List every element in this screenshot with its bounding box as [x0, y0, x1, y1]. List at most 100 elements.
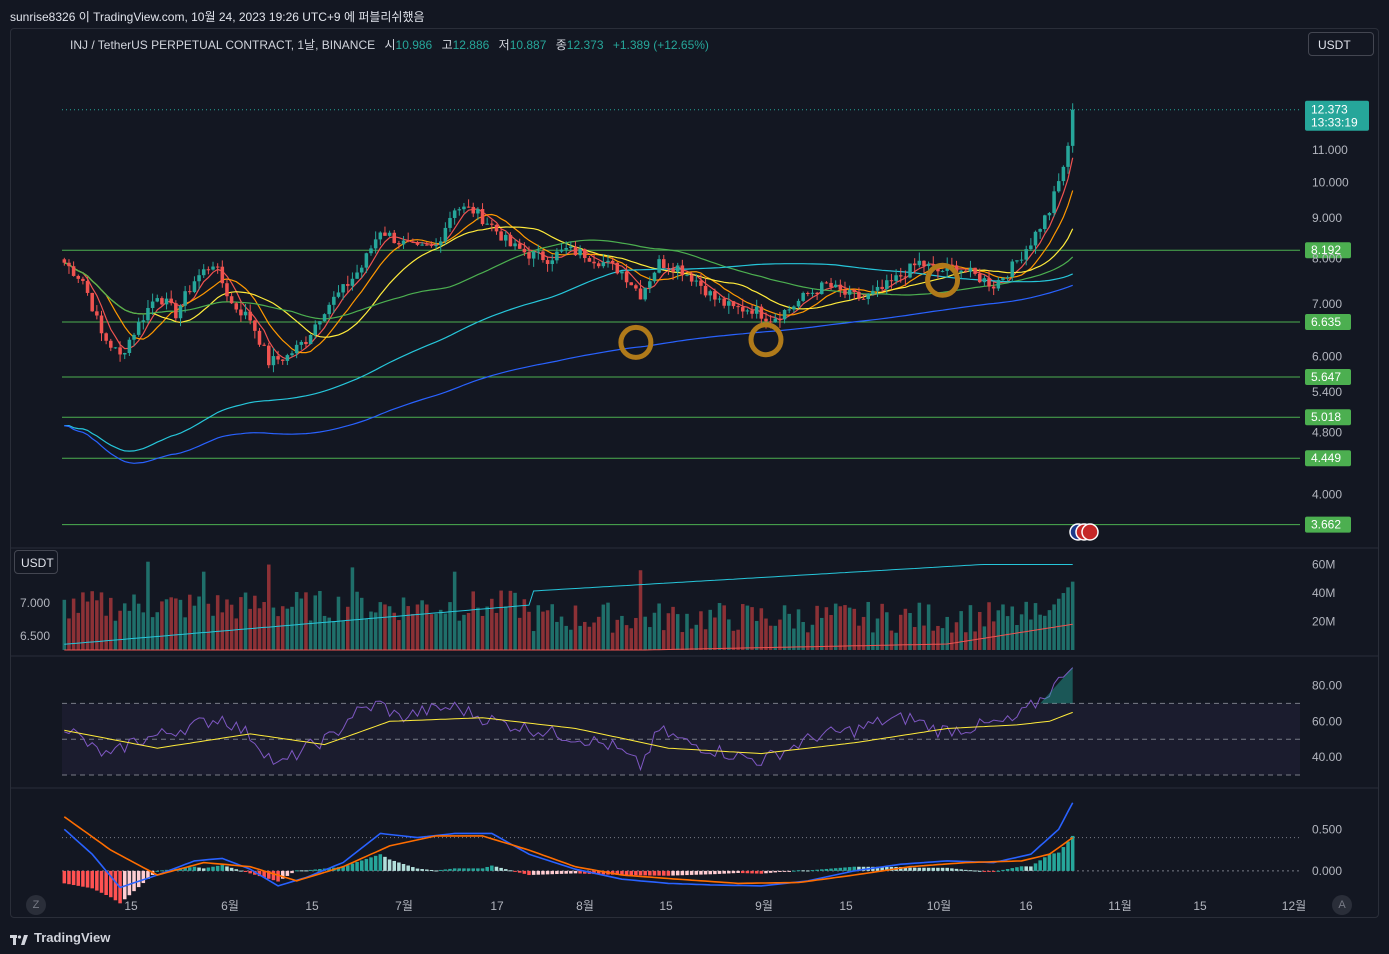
- volume-bar: [950, 632, 954, 650]
- volume-bar: [801, 622, 805, 650]
- volume-bar: [415, 604, 420, 650]
- candle-body: [169, 298, 173, 304]
- candle-body: [164, 298, 169, 305]
- candle-body: [908, 263, 912, 278]
- candle-body: [1043, 215, 1047, 230]
- candle-body: [81, 278, 85, 281]
- macd-histogram-bar: [940, 867, 945, 871]
- volume-bar: [67, 618, 71, 650]
- volume-bar: [578, 625, 582, 650]
- candle-body: [713, 291, 717, 300]
- volume-bar: [336, 596, 341, 650]
- candle-body: [350, 278, 355, 286]
- candle-body: [253, 320, 257, 331]
- volume-bar: [991, 621, 996, 650]
- macd-histogram-bar: [624, 870, 629, 876]
- macd-histogram-bar: [1029, 866, 1033, 871]
- macd-histogram-bar: [438, 869, 443, 871]
- volume-bar: [192, 605, 197, 650]
- candle-body: [136, 321, 141, 335]
- high-label: 고: [441, 38, 453, 52]
- candle-body: [192, 281, 197, 293]
- volume-bar: [973, 631, 977, 650]
- candle-body: [341, 284, 345, 293]
- macd-histogram-bar: [578, 870, 582, 874]
- macd-histogram-bar: [1056, 852, 1061, 871]
- currency-button[interactable]: USDT: [1308, 32, 1374, 56]
- candle-body: [243, 311, 248, 316]
- volume-bar: [411, 613, 415, 650]
- volume-bar: [787, 613, 791, 650]
- macd-histogram-bar: [62, 870, 67, 884]
- candle-body: [652, 272, 657, 282]
- candle-body: [1061, 166, 1066, 182]
- macd-histogram-bar: [764, 870, 768, 874]
- scale-a-button[interactable]: A: [1332, 895, 1352, 915]
- support-price-label: 5.647: [1311, 370, 1341, 384]
- macd-histogram-bar: [959, 869, 963, 871]
- macd-histogram-bar: [806, 870, 810, 872]
- time-axis-tick: 8월: [576, 899, 594, 913]
- support-price-label: 8.192: [1311, 243, 1341, 257]
- macd-histogram-bar: [912, 867, 917, 871]
- macd-histogram-bar: [127, 870, 132, 896]
- macd-histogram-bar: [713, 870, 717, 875]
- macd-histogram-bar: [504, 869, 508, 871]
- macd-histogram-bar: [104, 870, 108, 896]
- candle-body: [76, 275, 81, 279]
- time-axis-tick: 17: [490, 899, 504, 913]
- candle-body: [871, 290, 875, 295]
- macd-histogram-bar: [239, 870, 243, 872]
- volume-bar: [829, 614, 833, 650]
- volume-bar: [638, 570, 643, 650]
- volume-bar: [1024, 601, 1028, 650]
- volume-bar: [620, 615, 624, 650]
- tradingview-logo[interactable]: TradingView: [10, 930, 110, 945]
- scale-z-button[interactable]: Z: [26, 895, 46, 915]
- candle-body: [234, 303, 239, 310]
- time-axis-tick: 15: [1193, 899, 1207, 913]
- volume-bar: [499, 590, 503, 650]
- macd-histogram-bar: [680, 870, 685, 876]
- macd-histogram-bar: [991, 870, 996, 872]
- volume-bar: [587, 626, 592, 650]
- candle-body: [880, 286, 884, 289]
- macd-histogram-bar: [773, 870, 778, 873]
- candle-body: [420, 244, 424, 246]
- candle-body: [838, 284, 843, 290]
- volume-bar: [569, 629, 573, 650]
- volume-bar: [341, 620, 345, 650]
- candle-body: [127, 339, 132, 354]
- candle-body: [67, 262, 71, 267]
- volume-axis-tick: 20M: [1312, 615, 1335, 629]
- volume-bar: [1038, 614, 1042, 650]
- volume-bar: [694, 624, 699, 650]
- macd-histogram-bar: [299, 870, 304, 872]
- volume-bar: [127, 610, 132, 650]
- volume-currency-button[interactable]: USDT: [14, 550, 58, 574]
- macd-histogram-bar: [629, 870, 633, 876]
- macd-histogram-bar: [545, 870, 550, 875]
- volume-bar: [926, 604, 931, 650]
- candle-body: [183, 291, 187, 306]
- candle-body: [62, 259, 67, 263]
- volume-bar: [996, 610, 1001, 650]
- candle-body: [852, 289, 857, 293]
- macd-histogram-bar: [401, 863, 406, 871]
- candle-body: [392, 232, 397, 244]
- volume-bar: [383, 604, 387, 650]
- candle-body: [917, 260, 922, 266]
- volume-bar: [903, 608, 908, 650]
- macd-histogram-bar: [308, 869, 313, 871]
- candle-body: [490, 223, 494, 225]
- macd-histogram-bar: [522, 870, 527, 874]
- macd-histogram-bar: [267, 870, 271, 879]
- moving-average-line: [64, 263, 1073, 452]
- volume-bar: [304, 592, 308, 650]
- time-axis-tick: 6월: [221, 899, 239, 913]
- volume-bar: [517, 617, 522, 650]
- candle-body: [443, 227, 448, 242]
- candle-body: [1047, 213, 1052, 216]
- volume-bar: [95, 600, 99, 650]
